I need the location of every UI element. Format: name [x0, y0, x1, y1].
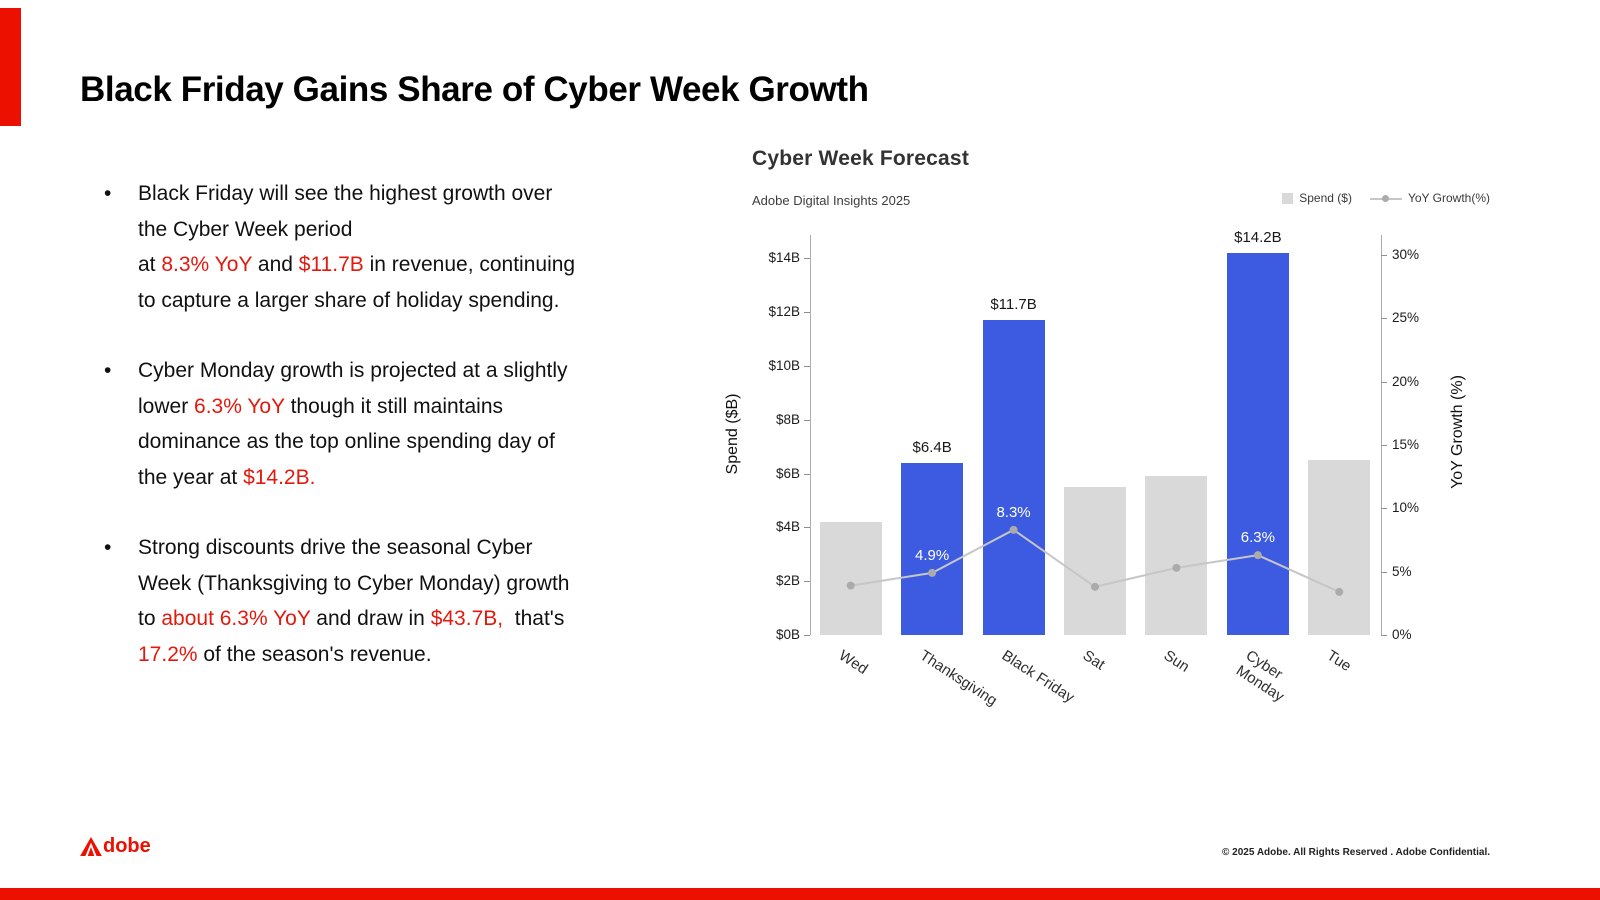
body-text: in revenue, continuing to capture a larg…	[138, 253, 576, 312]
body-text: and draw in	[310, 607, 431, 630]
x-axis-label-black-friday: Black Friday	[998, 647, 1077, 707]
line-point-wed	[846, 581, 855, 590]
legend-label: YoY Growth(%)	[1407, 191, 1490, 205]
y-axis-tick-right: 15%	[1392, 436, 1420, 452]
y-axis-tick-right: 20%	[1392, 373, 1420, 389]
y-axis-tickmark-left	[804, 312, 810, 314]
bar-thanksgiving	[901, 462, 964, 635]
y-axis-tickmark-left	[804, 258, 810, 260]
y-axis-tickmark-right	[1381, 254, 1387, 256]
bar-black-friday	[982, 320, 1045, 635]
y-axis-tick-left: $8B	[775, 411, 800, 427]
line-value-label: 4.9%	[915, 546, 950, 564]
chart-title: Cyber Week Forecast	[752, 147, 970, 170]
adobe-logo: dobe	[80, 836, 151, 856]
y-axis-tickmark-left	[804, 473, 810, 475]
highlight-text: $14.2B.	[243, 465, 316, 489]
y-axis-tickmark-left	[804, 366, 810, 367]
body-text: and	[252, 253, 299, 276]
bar-tue	[1308, 460, 1371, 635]
bar-value-label: $6.4B	[912, 438, 952, 456]
bullet-item: Cyber Monday growth is projected at a sl…	[100, 353, 740, 495]
chart-subtitle: Adobe Digital Insights 2025	[752, 193, 911, 208]
highlight-text: about 6.3% YoY	[161, 607, 311, 630]
y-axis-tick-left: $12B	[768, 304, 800, 320]
page-title: Black Friday Gains Share of Cyber Week G…	[80, 70, 869, 109]
y-axis-tick-left: $0B	[775, 627, 800, 642]
bar-sat	[1064, 487, 1126, 635]
y-axis-tick-left: $10B	[768, 358, 800, 373]
adobe-logo-mark	[80, 837, 102, 856]
adobe-logo-text: dobe	[103, 835, 151, 857]
y-axis-tick-right: 5%	[1392, 563, 1412, 579]
y-axis-tickmark-left	[804, 581, 810, 583]
body-text: Cyber Monday growth is projected at a sl…	[138, 359, 568, 418]
body-text: Strong discounts drive the seasonal Cybe…	[138, 536, 570, 630]
bar-wed	[819, 522, 882, 635]
line-point-sun	[1172, 563, 1181, 572]
y-axis-tickmark-right	[1381, 571, 1387, 573]
x-axis-label-cyber-monday: Cyber Monday	[1232, 647, 1287, 706]
x-axis-label-thanksgiving: Thanksgiving	[916, 647, 1001, 710]
legend-line-dot-icon	[1369, 194, 1402, 203]
y-axis-tick-left: $14B	[768, 250, 800, 266]
legend-item: YoY Growth(%)	[1369, 191, 1490, 205]
y-axis-title-left: Spend ($B)	[724, 393, 741, 475]
cyber-week-forecast-chart: Cyber Week Forecast Adobe Digital Insigh…	[720, 145, 1520, 765]
highlight-text: 6.3% YoY	[194, 394, 285, 418]
y-axis-tick-right: 30%	[1392, 246, 1420, 262]
body-text: Black Friday will see the highest growth…	[138, 182, 553, 276]
copyright-text: © 2025 Adobe. All Rights Reserved . Adob…	[1222, 847, 1490, 858]
bottom-accent-bar	[0, 888, 1600, 900]
highlight-text: $43.7B,	[430, 607, 504, 630]
plot-area	[810, 235, 1382, 635]
y-axis-tick-right: 0%	[1392, 627, 1412, 642]
body-text: of the season's revenue.	[197, 642, 432, 666]
line-point-tue	[1335, 587, 1344, 596]
y-axis-tickmark-left	[804, 419, 810, 421]
y-axis-tickmark-left	[804, 635, 810, 636]
y-axis-title-right: YoY Growth (%)	[1449, 375, 1466, 489]
y-axis-tick-left: $6B	[775, 465, 800, 481]
bar-sun	[1145, 476, 1208, 635]
x-axis-label-sun: Sun	[1161, 647, 1193, 676]
highlight-text: $11.7B	[298, 253, 364, 276]
yoy-growth-line	[846, 525, 1344, 596]
bullet-item: Black Friday will see the highest growth…	[100, 176, 740, 318]
legend-square-icon	[1282, 192, 1294, 204]
y-axis-tickmark-right	[1381, 444, 1387, 446]
highlight-text: 17.2%	[138, 642, 198, 666]
bullet-item: Strong discounts drive the seasonal Cybe…	[100, 530, 740, 672]
y-axis-tickmark-left	[804, 527, 810, 529]
x-axis-label-tue: Tue	[1324, 647, 1355, 676]
x-axis-label-sat: Sat	[1079, 647, 1108, 674]
highlight-text: 8.3% YoY	[161, 253, 253, 276]
legend-label: Spend ($)	[1299, 191, 1352, 205]
left-accent-bar	[0, 8, 21, 126]
body-text: that's	[514, 607, 565, 630]
chart-legend: Spend ($) YoY Growth(%)	[1282, 191, 1490, 205]
y-axis-tick-left: $4B	[775, 519, 800, 535]
bar-value-label: $14.2B	[1234, 229, 1282, 247]
line-point-cyber-monday	[1253, 551, 1262, 560]
y-axis-tick-left: $2B	[775, 573, 800, 589]
y-axis-tick-right: 10%	[1392, 500, 1420, 516]
y-axis-tickmark-right	[1381, 381, 1387, 383]
line-point-black-friday	[1009, 525, 1018, 534]
x-axis-label-wed: Wed	[835, 647, 871, 678]
line-value-label: 6.3%	[1240, 529, 1275, 547]
y-axis-tick-right: 25%	[1392, 310, 1420, 326]
line-value-label: 8.3%	[996, 503, 1031, 521]
y-axis-tickmark-right	[1381, 635, 1387, 636]
line-point-thanksgiving	[928, 568, 937, 577]
bullet-list: Black Friday will see the highest growth…	[100, 176, 740, 672]
line-point-sat	[1091, 582, 1099, 591]
bar-cyber-monday	[1226, 253, 1289, 635]
body-text: though it still maintains dominance as t…	[138, 394, 555, 489]
y-axis-tickmark-right	[1381, 508, 1387, 510]
y-axis-tickmark-right	[1381, 318, 1387, 320]
legend-item: Spend ($)	[1282, 191, 1352, 205]
bar-value-label: $11.7B	[990, 296, 1037, 314]
